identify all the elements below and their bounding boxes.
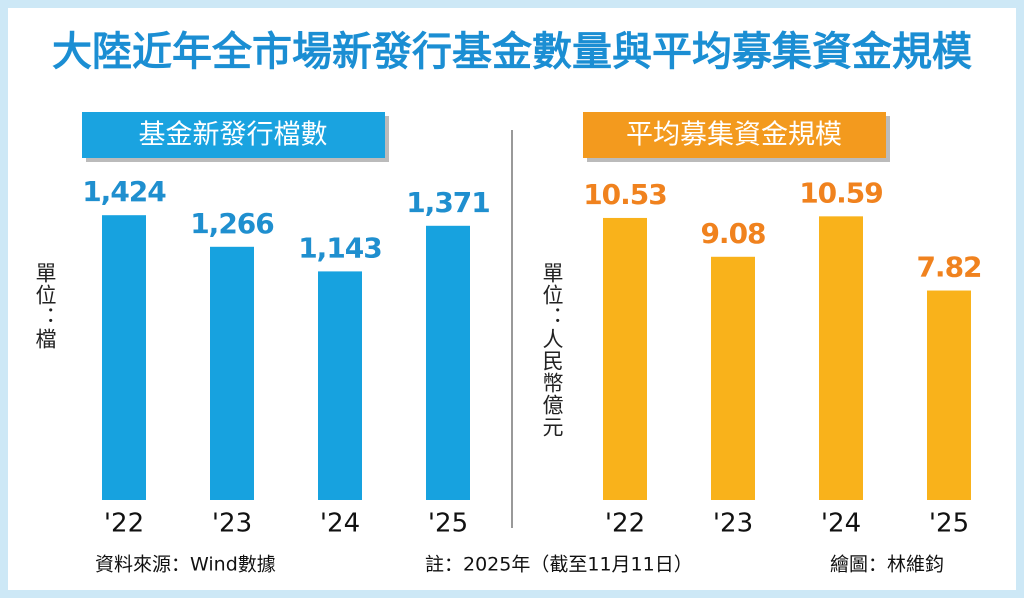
page-title: 大陸近年全市場新發行基金數量與平均募集資金規模 [52, 29, 972, 75]
bar [210, 246, 254, 500]
value-label: 10.53 [583, 178, 667, 211]
x-tick-label: '22 [104, 509, 144, 539]
x-tick-label: '23 [713, 509, 753, 539]
bar [927, 290, 971, 500]
x-tick-label: '23 [212, 509, 252, 539]
bar [102, 215, 146, 500]
header-box [82, 112, 385, 158]
bar [711, 256, 755, 500]
unit-label: 單位：檔 [33, 262, 57, 350]
source: 資料來源：Wind數據 [95, 554, 276, 576]
value-label: 10.59 [799, 176, 883, 209]
bar [426, 225, 470, 501]
x-tick-label: '24 [821, 509, 861, 539]
x-tick-label: '24 [320, 509, 360, 539]
x-tick-label: '25 [929, 509, 969, 539]
bar [603, 217, 647, 501]
value-label: 1,266 [190, 207, 274, 240]
header-box [583, 112, 886, 158]
x-tick-label: '25 [428, 509, 468, 539]
bar [318, 271, 362, 500]
value-label: 1,371 [406, 186, 490, 219]
chart-title: 基金新發行檔數 [139, 120, 328, 151]
x-tick-label: '22 [605, 509, 645, 539]
note: 註：2025年（截至11月11日） [425, 554, 693, 576]
unit-label: 單位：人民幣億元 [540, 262, 564, 438]
value-label: 1,143 [298, 231, 382, 264]
credit: 繪圖：林維鈞 [830, 554, 944, 576]
value-label: 9.08 [700, 217, 765, 250]
chart-title: 平均募集資金規模 [626, 120, 842, 151]
value-label: 7.82 [916, 251, 981, 284]
value-label: 1,424 [82, 175, 166, 208]
bar [819, 216, 863, 500]
